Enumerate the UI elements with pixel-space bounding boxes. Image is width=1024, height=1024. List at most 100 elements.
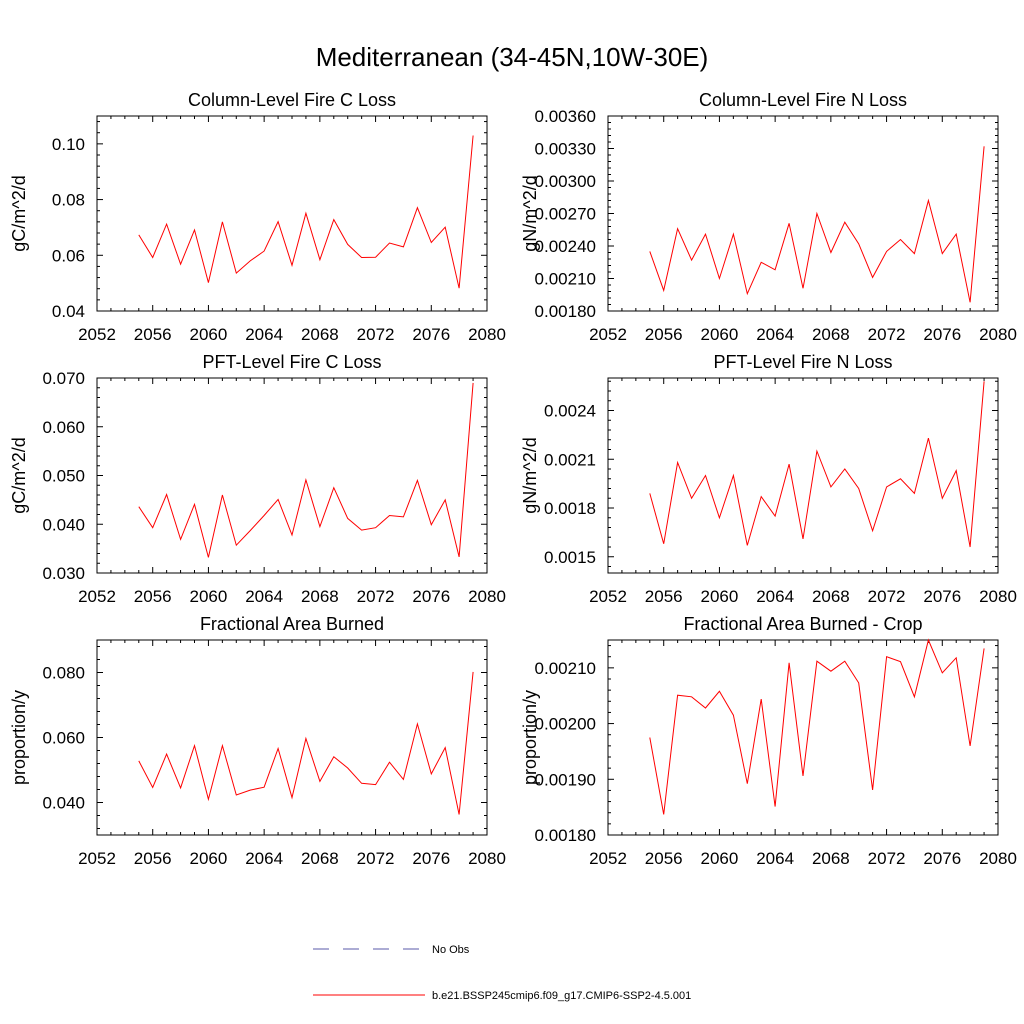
x-tick-label: 2068 bbox=[812, 587, 850, 606]
y-tick-label: 0.04 bbox=[52, 302, 85, 321]
x-tick-label: 2060 bbox=[701, 849, 739, 868]
legend-entry-1: No Obs bbox=[313, 944, 470, 956]
legend-label: No Obs bbox=[432, 944, 470, 956]
plot-frame bbox=[607, 115, 999, 312]
panel-title: PFT-Level Fire C Loss bbox=[202, 352, 381, 372]
series-line-1 bbox=[649, 381, 985, 548]
x-tick-label: 2076 bbox=[923, 325, 961, 344]
x-tick-label: 2076 bbox=[923, 849, 961, 868]
x-tick-label: 2064 bbox=[756, 325, 794, 344]
x-tick-label: 2080 bbox=[468, 325, 506, 344]
x-tick-label: 2076 bbox=[412, 849, 450, 868]
chart-panel-2: Column-Level Fire N Loss gN/m^2/d 2052 2056… bbox=[520, 90, 1017, 344]
x-tick-label: 2080 bbox=[979, 849, 1017, 868]
x-tick-label: 2056 bbox=[645, 325, 683, 344]
x-tick-label: 2052 bbox=[589, 849, 627, 868]
x-tick-label: 2080 bbox=[468, 849, 506, 868]
y-tick-label: 0.00180 bbox=[535, 302, 596, 321]
x-tick-label: 2072 bbox=[868, 325, 906, 344]
x-tick-label: 2068 bbox=[301, 325, 339, 344]
y-tick-label: 0.00240 bbox=[535, 237, 596, 256]
chart-panel-4: PFT-Level Fire N Loss gN/m^2/d 2052 2056 206… bbox=[520, 352, 1017, 606]
x-tick-label: 2052 bbox=[78, 587, 116, 606]
y-tick-label: 0.10 bbox=[52, 135, 85, 154]
y-tick-label: 0.08 bbox=[52, 191, 85, 210]
chart-panel-5: Fractional Area Burned proportion/y 2052 20… bbox=[9, 614, 506, 868]
chart-panel-6: Fractional Area Burned - Crop proportion/… bbox=[520, 614, 1017, 868]
series-line-1 bbox=[138, 135, 474, 289]
x-tick-label: 2052 bbox=[589, 587, 627, 606]
x-tick-label: 2076 bbox=[923, 587, 961, 606]
y-tick-label: 0.06 bbox=[52, 246, 85, 265]
x-tick-label: 2060 bbox=[190, 849, 228, 868]
x-tick-label: 2068 bbox=[301, 849, 339, 868]
x-tick-label: 2068 bbox=[812, 325, 850, 344]
x-tick-label: 2076 bbox=[412, 325, 450, 344]
x-tick-label: 2072 bbox=[357, 849, 395, 868]
y-axis-label: proportion/y bbox=[520, 690, 540, 785]
y-tick-label: 0.0018 bbox=[544, 499, 596, 518]
x-tick-label: 2052 bbox=[78, 325, 116, 344]
x-tick-label: 2072 bbox=[868, 849, 906, 868]
y-tick-label: 0.00180 bbox=[535, 826, 596, 845]
panel-title: Fractional Area Burned bbox=[200, 614, 384, 634]
y-tick-label: 0.080 bbox=[42, 664, 85, 683]
x-tick-label: 2076 bbox=[412, 587, 450, 606]
x-tick-label: 2056 bbox=[134, 587, 172, 606]
plot-frame bbox=[607, 639, 999, 836]
x-tick-label: 2080 bbox=[979, 587, 1017, 606]
series-line-1 bbox=[138, 671, 474, 815]
x-tick-label: 2064 bbox=[245, 325, 283, 344]
legend-label: b.e21.BSSP245cmip6.f09_g17.CMIP6-SSP2-4.… bbox=[432, 990, 691, 1002]
x-tick-label: 2056 bbox=[134, 849, 172, 868]
series-line-1 bbox=[649, 146, 985, 303]
y-tick-label: 0.00210 bbox=[535, 659, 596, 678]
y-tick-label: 0.040 bbox=[42, 515, 85, 534]
y-axis-label: gC/m^2/d bbox=[9, 437, 29, 513]
x-tick-label: 2072 bbox=[357, 587, 395, 606]
panel-title: Fractional Area Burned - Crop bbox=[683, 614, 922, 634]
y-tick-label: 0.00300 bbox=[535, 172, 596, 191]
x-tick-label: 2064 bbox=[245, 849, 283, 868]
plot-frame bbox=[96, 115, 488, 312]
series-line-1 bbox=[649, 638, 985, 815]
x-tick-label: 2068 bbox=[301, 587, 339, 606]
y-tick-label: 0.0015 bbox=[544, 548, 596, 567]
x-tick-label: 2060 bbox=[701, 325, 739, 344]
y-tick-label: 0.060 bbox=[42, 418, 85, 437]
panel-title: PFT-Level Fire N Loss bbox=[713, 352, 892, 372]
y-tick-label: 0.060 bbox=[42, 729, 85, 748]
y-tick-label: 0.00200 bbox=[535, 715, 596, 734]
x-tick-label: 2060 bbox=[701, 587, 739, 606]
x-tick-label: 2080 bbox=[979, 325, 1017, 344]
x-tick-label: 2056 bbox=[134, 325, 172, 344]
x-tick-label: 2060 bbox=[190, 325, 228, 344]
chart-panel-1: Column-Level Fire C Loss gC/m^2/d 2052 2056… bbox=[9, 90, 506, 344]
plot-frame bbox=[96, 639, 488, 836]
chart-panel-3: PFT-Level Fire C Loss gC/m^2/d 2052 2056 206… bbox=[9, 352, 506, 606]
y-tick-label: 0.00360 bbox=[535, 107, 596, 126]
y-axis-label: proportion/y bbox=[9, 690, 29, 785]
y-tick-label: 0.00210 bbox=[535, 270, 596, 289]
panel-title: Column-Level Fire N Loss bbox=[699, 90, 907, 110]
x-tick-label: 2056 bbox=[645, 587, 683, 606]
y-tick-label: 0.030 bbox=[42, 564, 85, 583]
legend: No Obs b.e21.BSSP245cmip6.f09_g17.CMIP6-S… bbox=[313, 944, 691, 1002]
figure-title: Mediterranean (34-45N,10W-30E) bbox=[316, 42, 709, 72]
panels: Column-Level Fire C Loss gC/m^2/d 2052 2056… bbox=[9, 90, 1017, 868]
y-tick-label: 0.00330 bbox=[535, 140, 596, 159]
x-tick-label: 2064 bbox=[245, 587, 283, 606]
y-axis-label: gN/m^2/d bbox=[520, 175, 540, 251]
y-tick-label: 0.040 bbox=[42, 794, 85, 813]
legend-entry-2: b.e21.BSSP245cmip6.f09_g17.CMIP6-SSP2-4.… bbox=[313, 990, 691, 1002]
panel-title: Column-Level Fire C Loss bbox=[188, 90, 396, 110]
plot-frame bbox=[607, 377, 999, 574]
x-tick-label: 2072 bbox=[357, 325, 395, 344]
x-tick-label: 2064 bbox=[756, 849, 794, 868]
y-tick-label: 0.050 bbox=[42, 467, 85, 486]
y-axis-label: gC/m^2/d bbox=[9, 175, 29, 251]
plot-frame bbox=[96, 377, 488, 574]
x-tick-label: 2072 bbox=[868, 587, 906, 606]
x-tick-label: 2060 bbox=[190, 587, 228, 606]
